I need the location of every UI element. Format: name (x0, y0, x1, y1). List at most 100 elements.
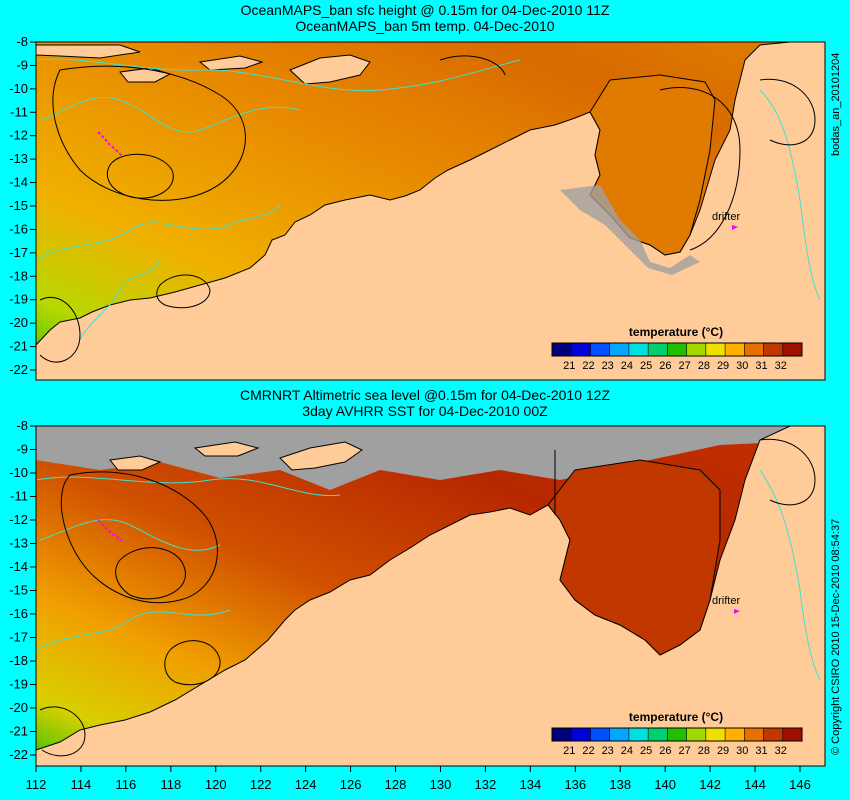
bottom-colorbar-swatch (763, 728, 784, 741)
top-colorbar-tick-label: 28 (698, 360, 710, 372)
bottom-ytick-label: -22 (9, 747, 28, 762)
bottom-ytick-label: -16 (9, 606, 28, 621)
top-ytick-label: -10 (9, 81, 28, 96)
x-tick-label: 122 (250, 777, 272, 792)
top-ytick-label: -14 (9, 175, 28, 190)
bottom-colorbar-tick-label: 27 (678, 745, 690, 757)
top-ytick-label: -12 (9, 128, 28, 143)
top-ytick-label: -21 (9, 339, 28, 354)
bottom-colorbar-tick-label: 29 (717, 745, 729, 757)
x-tick-label: 142 (699, 777, 721, 792)
x-tick-label: 116 (116, 777, 137, 792)
bottom-colorbar-tick-label: 26 (659, 745, 671, 757)
x-tick-label: 130 (430, 777, 452, 792)
top-ytick-label: -11 (10, 104, 28, 119)
top-panel-title-line2: OceanMAPS_ban 5m temp. 04-Dec-2010 (295, 18, 555, 34)
top-colorbar-tick-label: 21 (563, 360, 575, 372)
bottom-colorbar-swatch (686, 728, 707, 741)
bottom-colorbar-swatch (609, 728, 630, 741)
bottom-colorbar-tick-label: 31 (755, 745, 767, 757)
top-colorbar: temperature (°C) 21 22 23 24 25 26 27 28 29 30 31 3… (551, 325, 803, 372)
bottom-colorbar-title: temperature (°C) (629, 710, 723, 724)
bottom-colorbar-frame (551, 727, 803, 742)
x-axis: 112 114 116 118 120 122 124 126 128 130 132 134 136 1… (26, 766, 811, 792)
bottom-island-flores (193, 441, 260, 457)
bottom-colorbar-swatch (590, 728, 611, 741)
top-ytick-label: -22 (9, 362, 28, 377)
top-ytick-label: -20 (9, 315, 28, 330)
top-colorbar-swatch (782, 343, 803, 356)
top-panel-title-line1: OceanMAPS_ban sfc height @ 0.15m for 04-… (240, 2, 610, 18)
bottom-colorbar-swatch (628, 728, 649, 741)
x-tick-label: 146 (789, 777, 811, 792)
top-colorbar-tick-label: 31 (755, 360, 767, 372)
bottom-colorbar-tick-label: 22 (582, 745, 594, 757)
bottom-panel-title-line1: CMRNRT Altimetric sea level @0.15m for 0… (239, 387, 611, 403)
bottom-map-frame (35, 425, 826, 767)
x-tick-label: 114 (71, 777, 92, 792)
top-ytick-label: -18 (9, 268, 28, 283)
top-colorbar-tick-label: 27 (678, 360, 690, 372)
bottom-australia-land (35, 425, 826, 767)
top-colorbar-tick-label: 29 (717, 360, 729, 372)
bottom-colorbar-swatch (725, 728, 745, 741)
bottom-ytick-label: -15 (9, 583, 28, 598)
top-colorbar-tick-label: 25 (640, 360, 652, 372)
x-tick-label: 134 (520, 777, 542, 792)
bottom-colorbar-swatch (667, 728, 688, 741)
top-colorbar-tick-label: 32 (775, 360, 787, 372)
top-ytick-label: -17 (9, 245, 28, 260)
x-tick-label: 128 (385, 777, 407, 792)
top-colorbar-swatch (705, 343, 726, 356)
bottom-map-panel: drifter (35, 425, 826, 767)
x-tick-label: 138 (609, 777, 631, 792)
bottom-colorbar-tick-label: 24 (621, 745, 633, 757)
top-colorbar-swatch (590, 343, 611, 356)
top-nodata-shelf (560, 185, 700, 275)
bottom-colorbar-swatch (744, 728, 765, 741)
bottom-colorbar-tick-label: 23 (602, 745, 614, 757)
x-tick-label: 132 (475, 777, 497, 792)
top-colorbar-frame (551, 342, 803, 357)
bottom-colorbar-swatch (705, 728, 726, 741)
top-colorbar-swatch (686, 343, 707, 356)
bottom-ytick-label: -8 (16, 418, 28, 433)
bottom-y-axis: -8 -9 -10 -11 -12 -13 -14 -15 -16 -17 -18 -19 -20 -21… (9, 418, 36, 762)
bottom-colorbar-tick-label: 25 (640, 745, 652, 757)
bottom-ytick-label: -21 (9, 724, 28, 739)
bottom-ytick-label: -9 (16, 442, 28, 457)
x-tick-label: 140 (654, 777, 676, 792)
top-ytick-label: -13 (9, 151, 28, 166)
top-colorbar-tick-label: 30 (736, 360, 748, 372)
top-colorbar-swatch (648, 343, 668, 356)
x-tick-label: 120 (205, 777, 227, 792)
bottom-gulf-of-carpentaria (547, 459, 721, 656)
bottom-colorbar: temperature (°C) 21 22 23 24 25 26 27 28 29 30 31 3… (551, 710, 803, 757)
bottom-ytick-label: -12 (9, 512, 28, 527)
bottom-ytick-label: -19 (9, 677, 28, 692)
bottom-ytick-label: -10 (9, 465, 28, 480)
bottom-colorbar-swatch (552, 728, 572, 741)
x-tick-label: 144 (744, 777, 766, 792)
top-y-axis: -8 -9 -10 -11 -12 -13 -14 -15 -16 -17 -18 -19 -20 -21… (9, 34, 36, 377)
top-colorbar-swatch (667, 343, 688, 356)
top-ytick-label: -9 (16, 57, 28, 72)
x-tick-label: 124 (295, 777, 317, 792)
top-colorbar-swatch (552, 343, 572, 356)
top-colorbar-swatch (763, 343, 784, 356)
top-colorbar-tick-label: 22 (582, 360, 594, 372)
top-island-timor (289, 54, 371, 85)
top-temp-contours (35, 58, 821, 341)
bottom-ytick-label: -11 (10, 489, 28, 504)
bottom-temp-contours (35, 469, 821, 681)
top-drifter-label: drifter (712, 211, 740, 223)
bottom-colorbar-tick-label: 32 (775, 745, 787, 757)
bottom-colorbar-tick-label: 21 (563, 745, 575, 757)
top-colorbar-swatch (628, 343, 649, 356)
bottom-drifter-track: drifter (97, 519, 740, 614)
bottom-ytick-label: -20 (9, 700, 28, 715)
bottom-ytick-label: -13 (9, 536, 28, 551)
x-tick-label: 126 (340, 777, 362, 792)
bottom-colorbar-swatch (648, 728, 668, 741)
bottom-ytick-label: -14 (9, 559, 28, 574)
